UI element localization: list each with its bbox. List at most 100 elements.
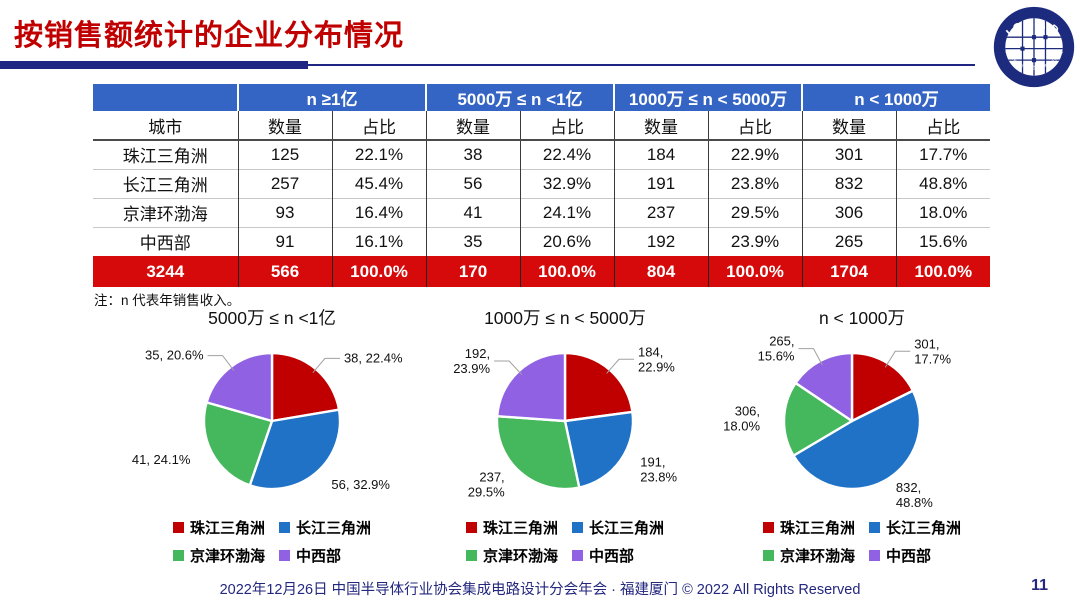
pie-1: 38, 22.4% 56, 32.9% 41, 24.1% 35, 20.6% <box>132 348 403 493</box>
total-value-cell: 100.0% <box>707 256 803 287</box>
legend-swatch-icon <box>572 550 583 561</box>
value-cell: 29.5% <box>707 197 803 227</box>
legend-1: 珠江三角洲 长江三角洲京津环渤海 中西部 <box>132 517 412 566</box>
table-group-header-2: 5000万 ≤ n <1亿 <box>425 84 614 111</box>
legend-swatch-icon <box>279 550 290 561</box>
legend-swatch-icon <box>572 522 583 533</box>
table-body: 珠江三角洲 125 22.1% 38 22.4% 184 22.9% 301 17.7% 长江三角… <box>93 140 991 287</box>
pie-slice-京津环渤海 <box>202 401 274 487</box>
value-cell: 832 <box>801 168 897 198</box>
total-row: 3244 566 100.0% 170 100.0% 804 100.0% 1704 100.0… <box>93 256 991 287</box>
city-cell: 中西部 <box>93 226 238 256</box>
sub-header-cell: 占比 <box>331 111 426 141</box>
value-cell: 257 <box>237 168 332 198</box>
legend-item-京津环渤海: 京津环渤海 <box>172 545 265 566</box>
legend-label: 中西部 <box>296 548 342 565</box>
legend-swatch-icon <box>465 522 477 533</box>
grand-total-cell: 3244 <box>93 256 238 287</box>
legend-label: 京津环渤海 <box>189 548 265 565</box>
legend-swatch-icon <box>172 550 184 561</box>
legend-label: 珠江三角洲 <box>779 520 855 537</box>
title-underline-thin <box>308 64 975 66</box>
label-leader-line <box>494 360 523 376</box>
pie-chart-block-3: n < 1000万 301, 17.7% 832, 48.8% 306, 18.0% 265… <box>712 307 1012 566</box>
value-cell: 125 <box>237 140 332 169</box>
label-leader-line <box>312 357 340 374</box>
value-cell: 41 <box>425 197 520 227</box>
table-note: 注：n 代表年销售收入。 <box>94 293 241 308</box>
total-value-cell: 1704 <box>801 256 897 287</box>
slice-label-珠江三角洲: 38, 22.4% <box>344 350 403 365</box>
legend-swatch-icon <box>762 550 774 561</box>
chart-title-3: n < 1000万 <box>818 308 906 328</box>
value-cell: 22.1% <box>331 140 426 169</box>
pie-slice-中西部 <box>495 351 567 423</box>
legend-label: 珠江三角洲 <box>189 520 265 537</box>
city-cell: 长江三角洲 <box>93 168 238 198</box>
table-row: 珠江三角洲 125 22.1% 38 22.4% 184 22.9% 301 17.7% <box>93 140 991 169</box>
iccad-logo-icon: ICCAD 中国半导体行业协会集成电路设计分会 <box>993 6 1075 88</box>
total-value-cell: 100.0% <box>519 256 614 287</box>
sub-header-cell: 占比 <box>707 111 803 141</box>
slice-label-中西部: 35, 20.6% <box>145 348 204 363</box>
legend-label: 京津环渤海 <box>482 548 558 565</box>
legend-item-中西部: 中西部 <box>572 545 664 566</box>
total-value-cell: 170 <box>425 256 520 287</box>
table-group-header-4: n < 1000万 <box>801 84 991 111</box>
distribution-table: n ≥1亿 5000万 ≤ n <1亿 1000万 ≤ n < 5000万 n < 1… <box>93 84 991 287</box>
page-number: 11 <box>1031 577 1048 594</box>
legend-label: 长江三角洲 <box>886 520 962 537</box>
table-group-header-3: 1000万 ≤ n < 5000万 <box>612 84 803 111</box>
table-header: n ≥1亿 5000万 ≤ n <1亿 1000万 ≤ n < 5000万 n < 1… <box>93 84 991 141</box>
legend-label: 中西部 <box>589 548 635 565</box>
legend-item-长江三角洲: 长江三角洲 <box>279 517 371 538</box>
legend-item-京津环渤海: 京津环渤海 <box>465 545 558 566</box>
value-cell: 16.4% <box>331 197 426 227</box>
value-cell: 93 <box>237 197 332 227</box>
value-cell: 32.9% <box>519 168 614 198</box>
slice-label-长江三角洲: 832, 48.8% <box>896 480 933 510</box>
slice-label-珠江三角洲: 301, 17.7% <box>914 336 951 366</box>
chart-title-1: 5000万 ≤ n <1亿 <box>208 308 336 328</box>
value-cell: 16.1% <box>331 226 426 256</box>
pie-slice-京津环渤海 <box>495 415 581 491</box>
value-cell: 38 <box>425 140 520 169</box>
value-cell: 23.8% <box>707 168 803 198</box>
legend-swatch-icon <box>465 550 477 561</box>
value-cell: 18.0% <box>895 197 991 227</box>
value-cell: 237 <box>613 197 708 227</box>
legend-item-长江三角洲: 长江三角洲 <box>572 517 664 538</box>
legend-3: 珠江三角洲 长江三角洲 京津环渤海 中西部 <box>712 517 1012 566</box>
table-corner-cell <box>93 84 238 111</box>
value-cell: 191 <box>613 168 708 198</box>
pie-slice-长江三角洲 <box>792 389 922 491</box>
logo-grid <box>1005 18 1063 76</box>
legend-item-长江三角洲: 长江三角洲 <box>869 517 961 538</box>
city-cell: 京津环渤海 <box>93 197 238 227</box>
pie-chart-block-1: 5000万 ≤ n <1亿 38, 22.4% 56, 32.9% 41, 24.1… <box>132 307 412 566</box>
slice-label-京津环渤海: 41, 24.1% <box>132 452 191 467</box>
pie-slice-长江三角洲 <box>563 410 635 489</box>
legend-item-中西部: 中西部 <box>279 545 371 566</box>
slice-label-珠江三角洲: 184, 22.9% <box>638 344 675 374</box>
table-row: 长江三角洲 257 45.4% 56 32.9% 191 23.8% 832 48.8% <box>93 168 991 198</box>
slice-label-中西部: 265, 15.6% <box>758 334 795 364</box>
value-cell: 45.4% <box>331 168 426 198</box>
legend-item-珠江三角洲: 珠江三角洲 <box>762 517 855 538</box>
sub-header-cell: 数量 <box>425 111 520 141</box>
legend-item-珠江三角洲: 珠江三角洲 <box>172 517 265 538</box>
total-value-cell: 804 <box>613 256 708 287</box>
value-cell: 24.1% <box>519 197 614 227</box>
page-title: 按销售额统计的企业分布情况 <box>14 20 405 52</box>
label-leader-line <box>798 348 823 366</box>
sub-header-cell: 占比 <box>895 111 991 141</box>
slice-label-京津环渤海: 306, 18.0% <box>723 404 760 434</box>
value-cell: 192 <box>613 226 708 256</box>
value-cell: 22.9% <box>707 140 803 169</box>
pie-chart-block-2: 1000万 ≤ n < 5000万 184, 22.9% 191, 23.8% 237,… <box>425 307 705 566</box>
footer-text: 2022年12月26日 中国半导体行业协会集成电路设计分会年会 · 福建厦门 ©… <box>219 582 861 598</box>
legend-label: 长江三角洲 <box>296 520 372 537</box>
legend-swatch-icon <box>172 522 184 533</box>
legend-item-京津环渤海: 京津环渤海 <box>762 545 855 566</box>
